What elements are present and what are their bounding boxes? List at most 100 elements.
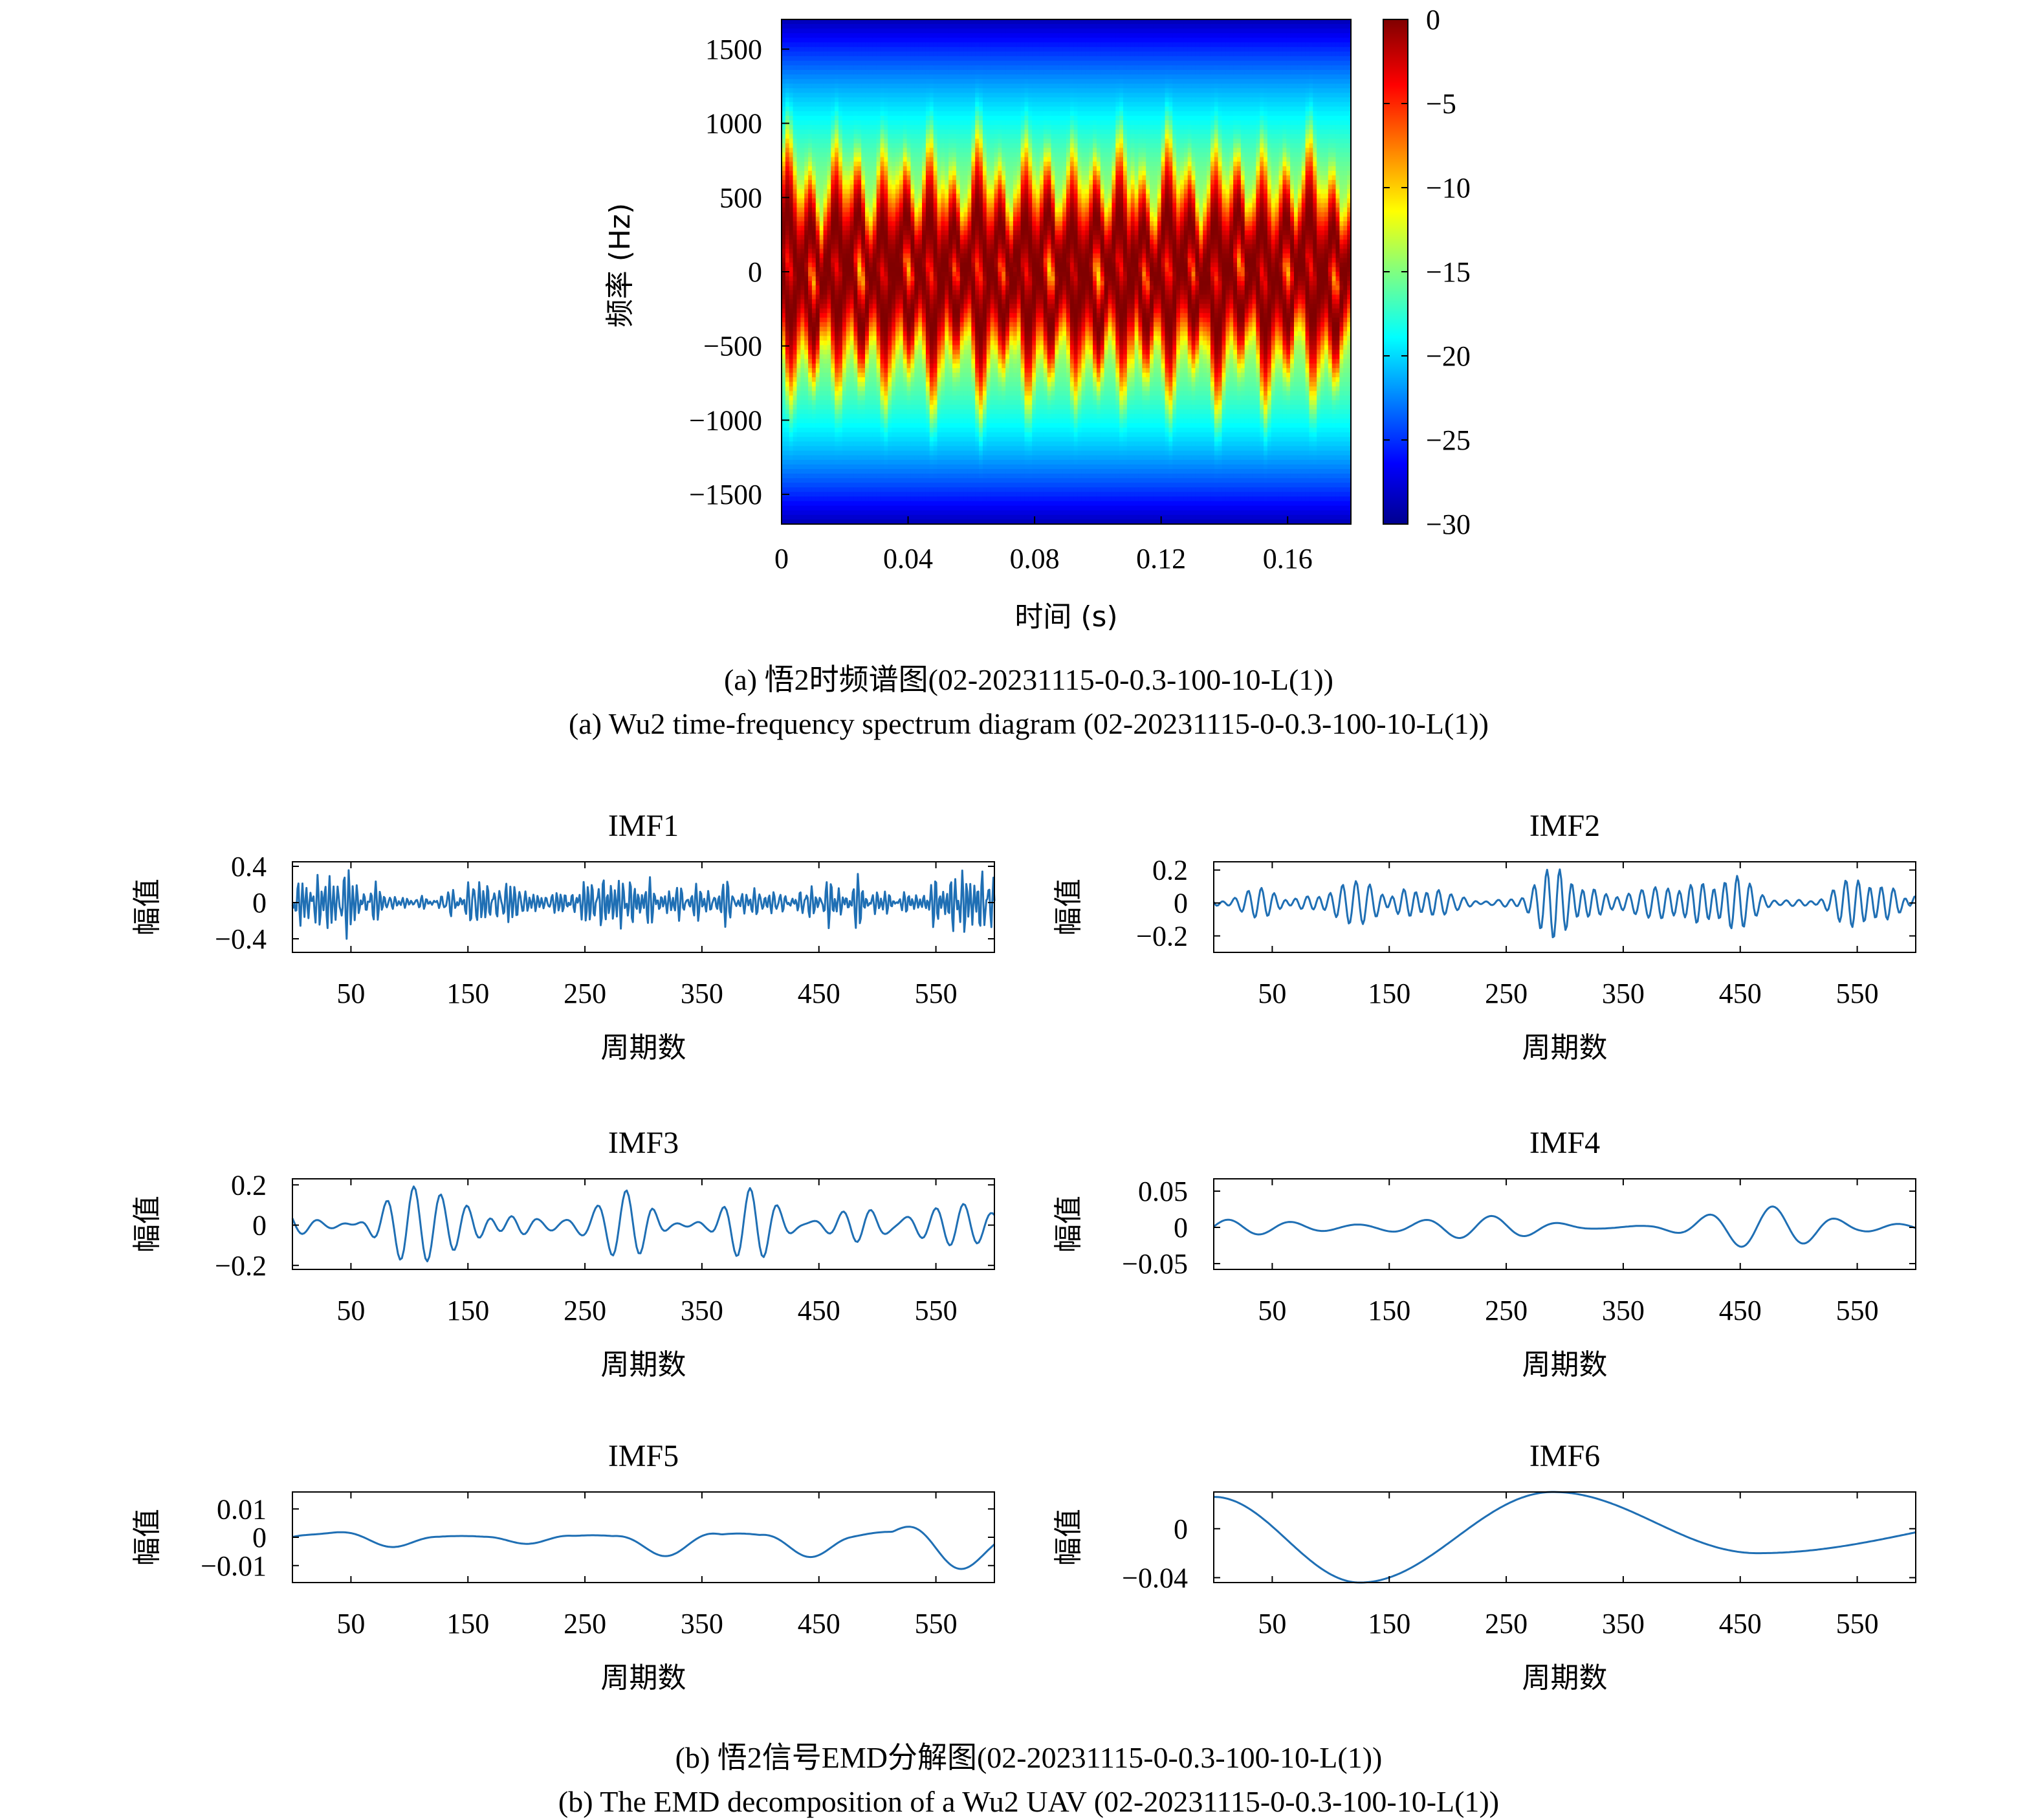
heatmap-cell <box>876 166 881 171</box>
heatmap-cell <box>872 468 877 474</box>
heatmap-cell <box>948 501 953 507</box>
heatmap-cell <box>884 382 888 387</box>
heatmap-cell <box>842 111 847 116</box>
heatmap-cell <box>811 349 816 355</box>
heatmap-cell <box>929 483 934 488</box>
heatmap-cell <box>796 285 801 291</box>
heatmap-cell <box>800 496 805 502</box>
heatmap-cell <box>914 459 919 465</box>
heatmap-cell <box>849 262 855 268</box>
heatmap-cell <box>808 120 813 126</box>
heatmap-cell <box>842 299 847 305</box>
heatmap-cell <box>831 340 835 346</box>
heatmap-cell <box>906 97 912 103</box>
heatmap-cell <box>849 336 855 341</box>
heatmap-cell <box>804 345 809 351</box>
heatmap-cell <box>831 496 835 502</box>
heatmap-cell <box>857 239 862 245</box>
heatmap-cell <box>918 358 923 364</box>
heatmap-cell <box>865 239 870 245</box>
heatmap-cell <box>899 60 904 66</box>
heatmap-cell <box>933 134 938 139</box>
heatmap-cell <box>906 331 912 336</box>
heatmap-cell <box>941 413 945 419</box>
heatmap-cell <box>861 226 866 231</box>
heatmap-cell <box>910 134 915 139</box>
heatmap-cell <box>914 285 919 291</box>
heatmap-cell <box>811 363 816 369</box>
heatmap-cell <box>899 400 904 406</box>
heatmap-cell <box>876 317 881 323</box>
heatmap-cell <box>918 166 923 171</box>
heatmap-cell <box>929 180 934 185</box>
heatmap-cell <box>925 65 930 71</box>
heatmap-cell <box>933 272 938 277</box>
heatmap-cell <box>808 74 813 80</box>
heatmap-cell <box>872 519 877 525</box>
heatmap-cell <box>827 423 831 428</box>
heatmap-cell <box>880 413 884 419</box>
heatmap-cell <box>804 327 809 332</box>
heatmap-cell <box>933 492 938 498</box>
heatmap-cell <box>895 505 900 511</box>
heatmap-cell <box>865 262 870 268</box>
heatmap-cell <box>823 510 827 516</box>
heatmap-cell <box>796 377 801 382</box>
heatmap-cell <box>937 125 941 130</box>
heatmap-cell <box>815 459 820 465</box>
heatmap-cell <box>865 221 870 226</box>
heatmap-cell <box>815 377 820 382</box>
heatmap-cell <box>827 19 831 25</box>
heatmap-cell <box>925 437 930 442</box>
heatmap-cell <box>884 102 888 107</box>
heatmap-cell <box>853 180 858 185</box>
heatmap-cell <box>815 207 820 213</box>
heatmap-cell <box>941 38 945 43</box>
heatmap-cell <box>800 226 805 231</box>
heatmap-cell <box>800 468 805 474</box>
heatmap-cell <box>857 42 862 48</box>
heatmap-cell <box>952 148 957 153</box>
heatmap-cell <box>835 248 839 254</box>
heatmap-cell <box>918 281 923 286</box>
heatmap-cell <box>933 308 938 314</box>
heatmap-cell <box>793 303 798 309</box>
heatmap-cell <box>793 487 798 492</box>
heatmap-cell <box>903 505 908 511</box>
heatmap-cell <box>876 349 881 355</box>
heatmap-cell <box>800 312 805 318</box>
heatmap-cell <box>941 166 945 171</box>
heatmap-cell <box>895 115 900 121</box>
heatmap-cell <box>899 290 904 296</box>
heatmap-cell <box>796 148 801 153</box>
heatmap-cell <box>838 418 843 424</box>
heatmap-cell <box>868 487 873 492</box>
heatmap-cell <box>910 253 915 259</box>
heatmap-cell <box>861 519 866 525</box>
heatmap-cell <box>892 400 896 406</box>
heatmap-cell <box>903 203 908 208</box>
heatmap-cell <box>903 184 908 190</box>
heatmap-cell <box>804 166 809 171</box>
heatmap-cell <box>868 450 873 456</box>
heatmap-cell <box>868 413 873 419</box>
heatmap-cell <box>941 88 945 94</box>
heatmap-cell <box>846 226 851 231</box>
heatmap-cell <box>865 19 870 25</box>
heatmap-cell <box>857 129 862 135</box>
heatmap-cell <box>948 93 953 98</box>
heatmap-cell <box>945 239 949 245</box>
heatmap-cell <box>948 226 953 231</box>
heatmap-cell <box>899 432 904 437</box>
heatmap-cell <box>800 175 805 181</box>
heatmap-cell <box>785 28 790 34</box>
heatmap-cell <box>937 464 941 470</box>
heatmap-cell <box>861 221 866 226</box>
heatmap-cell <box>861 120 866 126</box>
heatmap-cell <box>918 423 923 428</box>
heatmap-cell <box>793 88 798 94</box>
heatmap-cell <box>937 106 941 112</box>
heatmap-cell <box>937 74 941 80</box>
heatmap-cell <box>948 125 953 130</box>
heatmap-cell <box>948 496 953 502</box>
